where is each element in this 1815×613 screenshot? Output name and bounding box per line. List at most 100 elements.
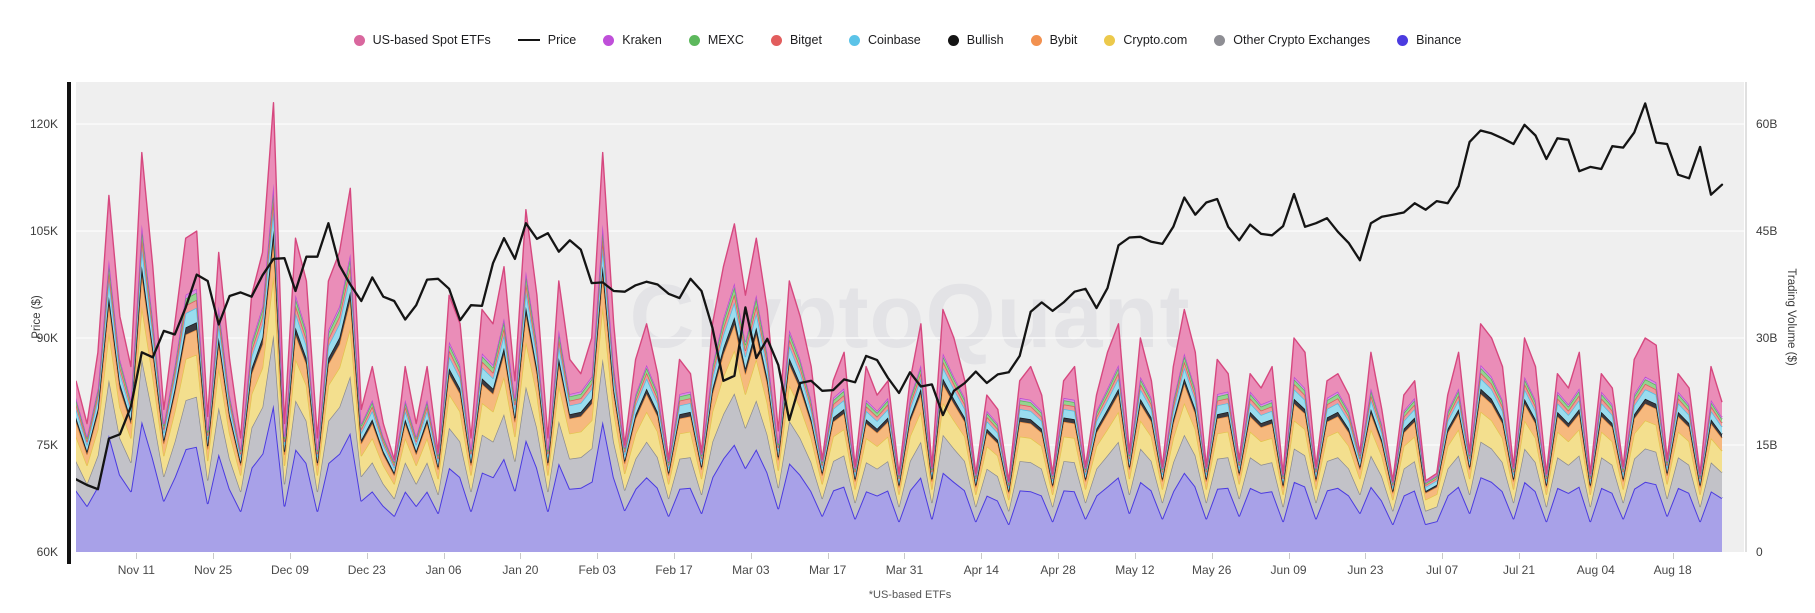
legend-item-binance[interactable]: Binance [1397,33,1461,47]
legend-label: Bitget [789,33,822,47]
area-border [76,102,1723,482]
legend-label: Kraken [622,33,662,47]
us-based-spot-etfs-dot-icon [353,34,365,46]
x-axis-tick-mark [1058,553,1060,559]
y-right-tick-label: 30B [1756,331,1778,346]
price-line-icon [517,39,540,41]
legend-label: Other Crypto Exchanges [1233,33,1371,47]
x-axis-tick-label: Feb 03 [578,563,616,577]
x-axis-tick-label: Mar 03 [732,563,770,577]
coinbase-dot-icon [848,34,860,46]
area-crypto-com [76,275,1722,511]
x-axis-tick-label: Jul 21 [1502,563,1535,577]
x-axis-tick-mark [366,553,368,559]
footnote: *US-based ETFs [868,589,952,601]
legend-item-crypto-com[interactable]: Crypto.com [1104,33,1187,47]
x-axis-tick-label: Jan 06 [425,563,462,577]
legend-item-mexc[interactable]: MEXC [688,33,744,47]
x-axis-tick-label: Jan 20 [502,563,539,577]
x-axis-tick-label: Mar 31 [885,563,924,577]
x-axis-tick-mark [1211,553,1213,559]
legend-label: US-based Spot ETFs [372,33,491,47]
x-axis-tick-label: Dec 23 [347,563,386,577]
y-left-tick-label: 105K [29,224,58,239]
x-axis-tick-mark [443,553,445,559]
volume-price-chart[interactable] [76,82,1744,552]
chart-legend: US-based Spot ETFs Price Kraken MEXC Bitget C… [0,33,1815,47]
x-axis-tick-label: Feb 17 [655,563,693,577]
x-axis-tick-label: May 12 [1115,563,1155,577]
y-right-tick-label: 60B [1756,117,1778,132]
x-axis-tick-label: Apr 14 [963,563,999,577]
x-axis-tick-label: Dec 09 [270,563,309,577]
bybit-dot-icon [1030,34,1042,46]
x-axis-tick-label: May 26 [1192,563,1232,577]
x-axis-tick-mark [1672,553,1674,559]
legend-item-price[interactable]: Price [517,33,577,47]
x-axis-tick-mark [750,553,752,559]
x-axis-tick-label: Jun 09 [1270,563,1307,577]
legend-item-other-crypto-exchanges[interactable]: Other Crypto Exchanges [1214,33,1370,47]
x-axis-tick-label: Aug 18 [1653,563,1692,577]
legend-label: Bybit [1049,33,1078,47]
x-axis-tick-mark [674,553,676,559]
x-axis-tick-mark [1442,553,1444,559]
y-left-tick-label: 120K [29,117,58,132]
legend-label: Price [547,33,577,47]
legend-label: Bullish [966,33,1004,47]
y-right-tick-label: 15B [1756,438,1778,453]
plot-background: CryptoQuant [76,82,1744,552]
x-axis-tick-label: Mar 17 [808,563,847,577]
x-axis-tick-mark [213,553,215,559]
binance-dot-icon [1397,34,1409,46]
x-axis-tick-mark [289,553,291,559]
x-axis-tick-mark [1134,553,1136,559]
x-axis-tick-mark [597,553,599,559]
x-axis-tick-mark [1365,553,1367,559]
legend-label: MEXC [707,33,744,47]
x-axis-tick-label: Jun 23 [1347,563,1384,577]
x-axis-tick-mark [1518,553,1520,559]
x-axis-tick-mark [1288,553,1290,559]
right-axis-line [1745,82,1747,552]
x-axis-tick-mark [827,553,829,559]
other-crypto-exchanges-dot-icon [1214,34,1226,46]
bitget-dot-icon [770,34,782,46]
bullish-dot-icon [947,34,959,46]
x-axis-tick-mark [520,553,522,559]
price-line [76,102,1724,491]
legend-label: Crypto.com [1123,33,1188,47]
x-axis-tick-label: Nov 11 [117,563,155,577]
legend-item-bitget[interactable]: Bitget [770,33,822,47]
x-axis-tick-label: Jul 07 [1426,563,1459,577]
crypto-com-dot-icon [1104,34,1116,46]
area-us-based-spot-etfs [76,102,1722,483]
legend-item-us-based-spot-etfs[interactable]: US-based Spot ETFs [353,33,491,47]
x-axis-tick-mark [136,553,138,559]
legend-item-bullish[interactable]: Bullish [947,33,1004,47]
area-binance [76,404,1722,552]
legend-item-coinbase[interactable]: Coinbase [848,33,921,47]
y-axis-line [67,82,71,564]
kraken-dot-icon [603,34,615,46]
area-bybit [76,240,1722,500]
legend-item-bybit[interactable]: Bybit [1030,33,1078,47]
legend-label: Binance [1416,33,1462,47]
legend-label: Coinbase [867,33,921,47]
x-axis-tick-mark [1595,553,1597,559]
y-left-tick-label: 90K [36,331,58,346]
x-axis-tick-label: Nov 25 [194,563,233,577]
legend-item-kraken[interactable]: Kraken [603,33,662,47]
y-left-tick-label: 60K [36,545,58,559]
area-other-crypto-exchanges [76,334,1722,524]
mexc-dot-icon [688,34,700,46]
x-axis-tick-mark [981,553,983,559]
y-right-tick-label: 0 [1756,545,1763,559]
volume-axis-title: Trading Volume ($) [1785,268,1797,366]
y-left-tick-label: 75K [36,438,58,453]
x-axis-tick-mark [904,553,906,559]
y-right-tick-label: 45B [1756,224,1778,239]
x-axis-tick-label: Apr 28 [1040,563,1076,577]
x-axis-tick-label: Aug 04 [1576,563,1615,577]
